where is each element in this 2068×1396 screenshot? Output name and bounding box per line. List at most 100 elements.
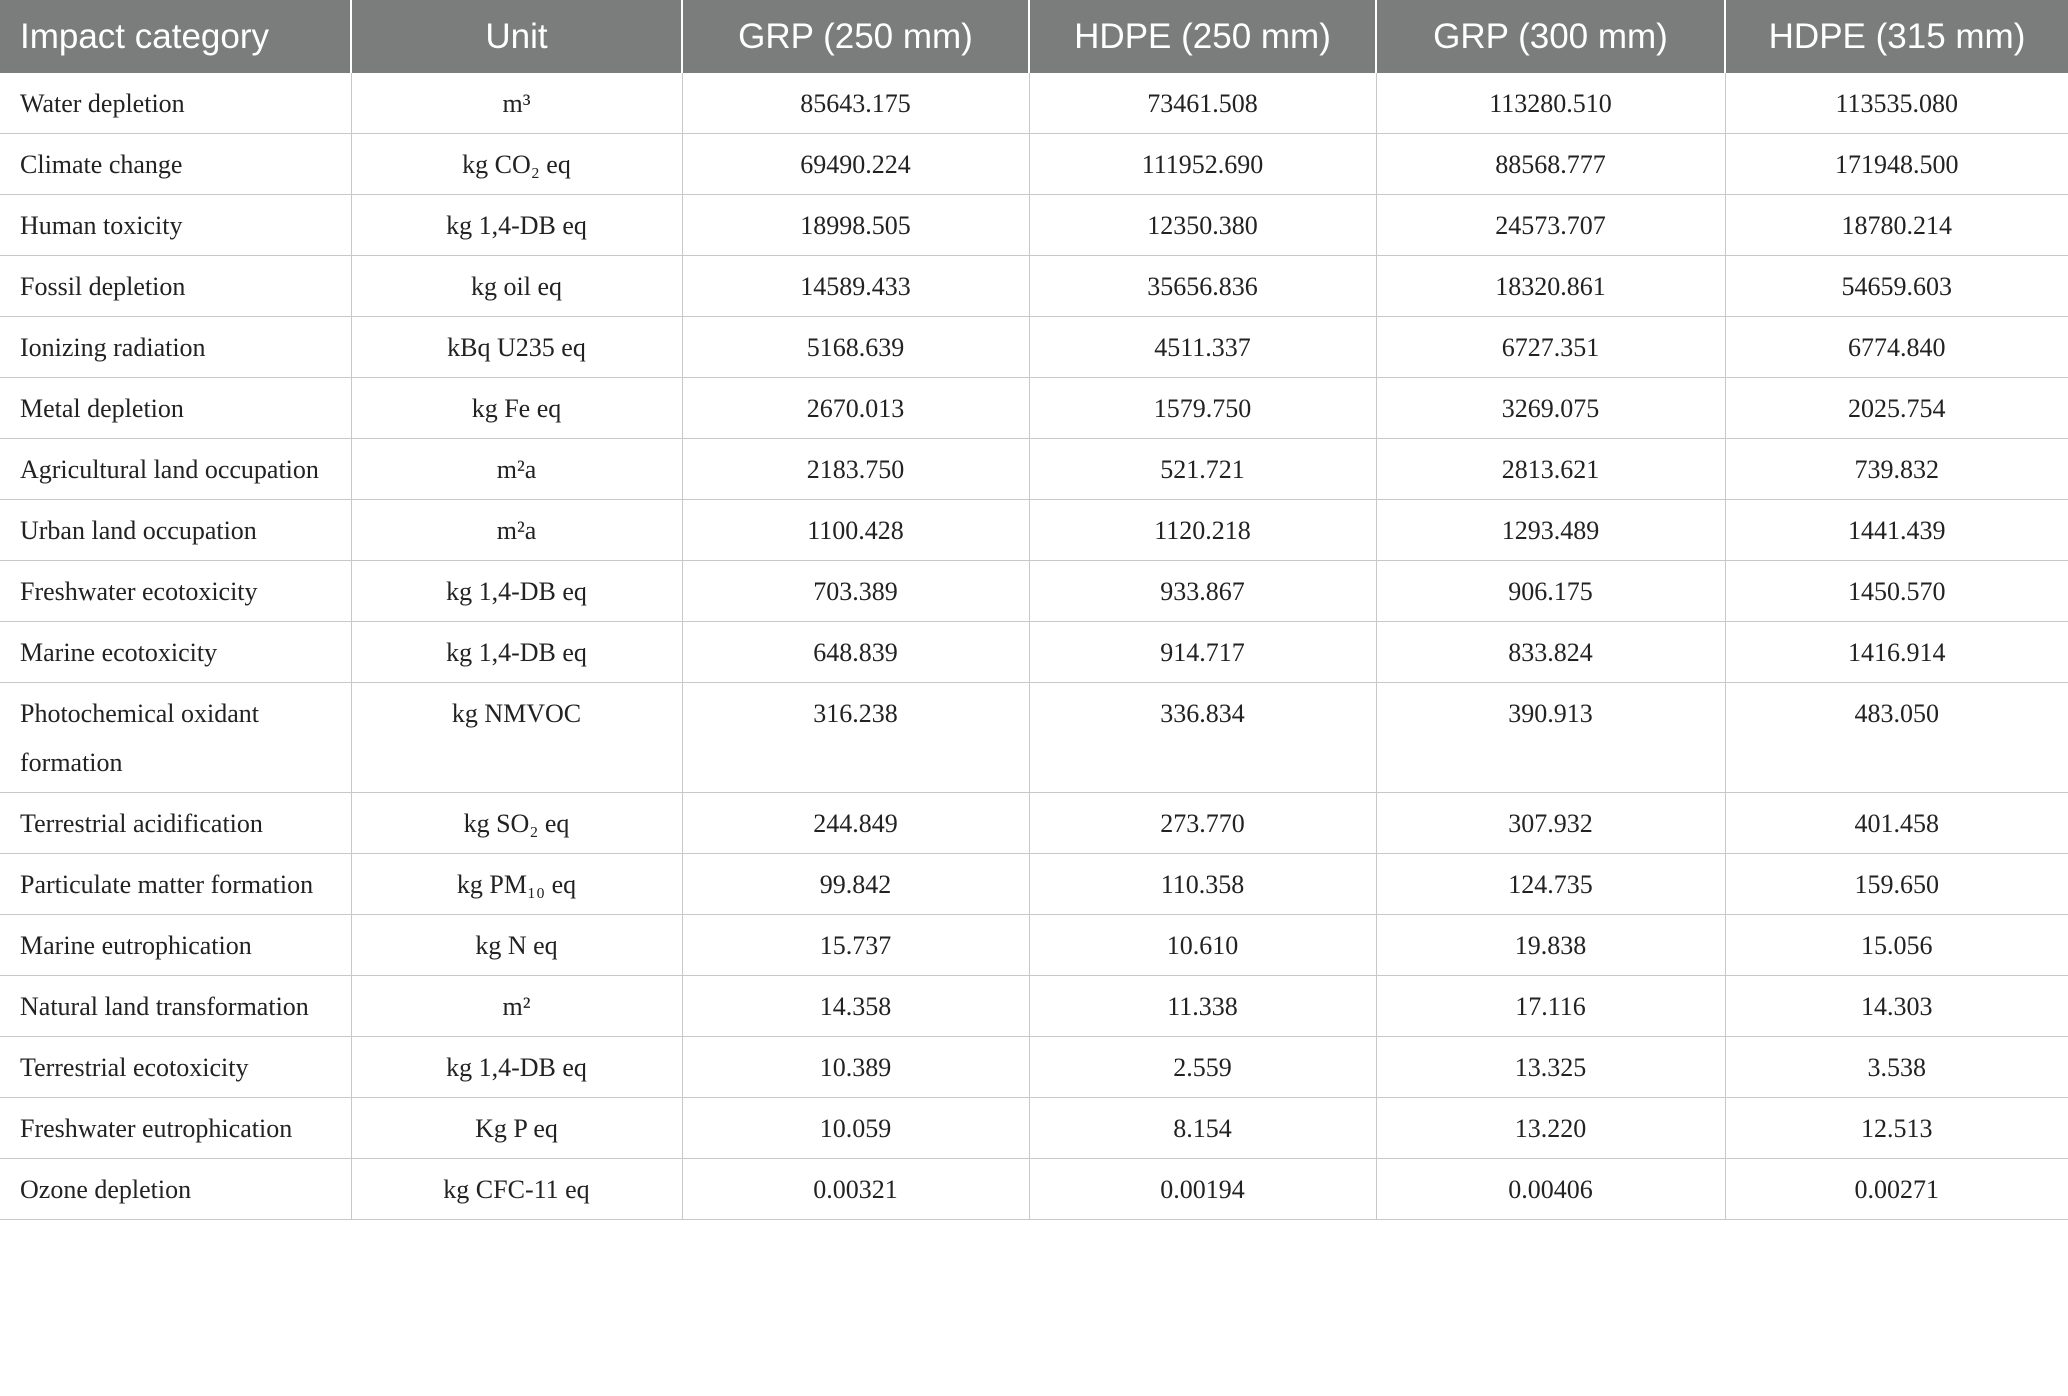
unit-cell: Kg P eq (351, 1097, 683, 1159)
value-cell: 1450.570 (1725, 560, 2068, 622)
value-cell: 85643.175 (682, 73, 1030, 134)
table-row: Particulate matter formation kg PM₁₀ eq 99… (0, 853, 2068, 915)
value-cell: 113535.080 (1725, 73, 2068, 134)
column-header: GRP (300 mm) (1376, 0, 1726, 73)
table-row: Terrestrial acidification kg SO₂ eq 244.84… (0, 792, 2068, 854)
value-cell: 2.559 (1029, 1036, 1377, 1098)
value-cell: 0.00321 (682, 1158, 1030, 1220)
value-cell: 10.610 (1029, 914, 1377, 976)
table-row: Fossil depletion kg oil eq 14589.433 35656.… (0, 255, 2068, 317)
value-cell: 1120.218 (1029, 499, 1377, 561)
category-cell: Agricultural land occupation (0, 438, 352, 500)
unit-cell: m²a (351, 499, 683, 561)
column-header: Impact category (0, 0, 352, 73)
column-header: HDPE (250 mm) (1029, 0, 1377, 73)
value-cell: 401.458 (1725, 792, 2068, 854)
table-row: Metal depletion kg Fe eq 2670.013 1579.750 3… (0, 377, 2068, 439)
value-cell: 933.867 (1029, 560, 1377, 622)
unit-cell: m²a (351, 438, 683, 500)
value-cell: 14.358 (682, 975, 1030, 1037)
value-cell: 316.238 (682, 682, 1030, 793)
value-cell: 54659.603 (1725, 255, 2068, 317)
table-row: Human toxicity kg 1,4-DB eq 18998.505 12350… (0, 194, 2068, 256)
table-row: Photochemical oxidant formation kg NMVOC 3… (0, 682, 2068, 793)
value-cell: 18320.861 (1376, 255, 1726, 317)
table-row: Marine ecotoxicity kg 1,4-DB eq 648.839 914… (0, 621, 2068, 683)
value-cell: 24573.707 (1376, 194, 1726, 256)
impact-table: Impact category Unit GRP (250 mm) HDPE (250… (0, 0, 2068, 1220)
value-cell: 11.338 (1029, 975, 1377, 1037)
unit-cell: m² (351, 975, 683, 1037)
unit-cell: kg N eq (351, 914, 683, 976)
table-row: Natural land transformation m² 14.358 11.33… (0, 975, 2068, 1037)
column-header: GRP (250 mm) (682, 0, 1030, 73)
value-cell: 1293.489 (1376, 499, 1726, 561)
value-cell: 2670.013 (682, 377, 1030, 439)
value-cell: 111952.690 (1029, 133, 1377, 195)
unit-cell: kg SO₂ eq (351, 792, 683, 854)
value-cell: 171948.500 (1725, 133, 2068, 195)
value-cell: 1579.750 (1029, 377, 1377, 439)
value-cell: 3269.075 (1376, 377, 1726, 439)
value-cell: 0.00406 (1376, 1158, 1726, 1220)
value-cell: 6727.351 (1376, 316, 1726, 378)
category-cell: Human toxicity (0, 194, 352, 256)
value-cell: 12.513 (1725, 1097, 2068, 1159)
category-cell: Freshwater eutrophication (0, 1097, 352, 1159)
category-cell: Marine eutrophication (0, 914, 352, 976)
table-row: Urban land occupation m²a 1100.428 1120.218… (0, 499, 2068, 561)
category-cell: Ozone depletion (0, 1158, 352, 1220)
value-cell: 8.154 (1029, 1097, 1377, 1159)
value-cell: 3.538 (1725, 1036, 2068, 1098)
column-header: Unit (351, 0, 683, 73)
table-row: Climate change kg CO₂ eq 69490.224 111952.6… (0, 133, 2068, 195)
unit-cell: kg 1,4-DB eq (351, 621, 683, 683)
value-cell: 15.056 (1725, 914, 2068, 976)
value-cell: 307.932 (1376, 792, 1726, 854)
value-cell: 19.838 (1376, 914, 1726, 976)
table-row: Freshwater eutrophication Kg P eq 10.059 8.… (0, 1097, 2068, 1159)
header-row: Impact category Unit GRP (250 mm) HDPE (250… (0, 0, 2068, 73)
value-cell: 69490.224 (682, 133, 1030, 195)
value-cell: 10.059 (682, 1097, 1030, 1159)
category-cell: Photochemical oxidant formation (0, 682, 352, 793)
table-body: Water depletion m³ 85643.175 73461.508 11328… (0, 73, 2068, 1220)
category-cell: Marine ecotoxicity (0, 621, 352, 683)
value-cell: 906.175 (1376, 560, 1726, 622)
category-cell: Urban land occupation (0, 499, 352, 561)
value-cell: 13.220 (1376, 1097, 1726, 1159)
table-row: Water depletion m³ 85643.175 73461.508 11328… (0, 73, 2068, 134)
value-cell: 4511.337 (1029, 316, 1377, 378)
table-row: Marine eutrophication kg N eq 15.737 10.610… (0, 914, 2068, 976)
category-cell: Particulate matter formation (0, 853, 352, 915)
table-row: Ozone depletion kg CFC-11 eq 0.00321 0.0019… (0, 1158, 2068, 1220)
value-cell: 390.913 (1376, 682, 1726, 793)
value-cell: 15.737 (682, 914, 1030, 976)
category-cell: Natural land transformation (0, 975, 352, 1037)
value-cell: 110.358 (1029, 853, 1377, 915)
value-cell: 0.00271 (1725, 1158, 2068, 1220)
value-cell: 6774.840 (1725, 316, 2068, 378)
category-cell: Terrestrial ecotoxicity (0, 1036, 352, 1098)
unit-cell: kg NMVOC (351, 682, 683, 793)
category-cell: Water depletion (0, 73, 352, 134)
unit-cell: kg PM₁₀ eq (351, 853, 683, 915)
value-cell: 739.832 (1725, 438, 2068, 500)
value-cell: 159.650 (1725, 853, 2068, 915)
column-header: HDPE (315 mm) (1725, 0, 2068, 73)
category-cell: Freshwater ecotoxicity (0, 560, 352, 622)
value-cell: 483.050 (1725, 682, 2068, 793)
value-cell: 703.389 (682, 560, 1030, 622)
unit-cell: kg Fe eq (351, 377, 683, 439)
value-cell: 2183.750 (682, 438, 1030, 500)
category-cell: Terrestrial acidification (0, 792, 352, 854)
value-cell: 1416.914 (1725, 621, 2068, 683)
value-cell: 0.00194 (1029, 1158, 1377, 1220)
value-cell: 648.839 (682, 621, 1030, 683)
value-cell: 833.824 (1376, 621, 1726, 683)
value-cell: 35656.836 (1029, 255, 1377, 317)
category-cell: Fossil depletion (0, 255, 352, 317)
value-cell: 88568.777 (1376, 133, 1726, 195)
value-cell: 12350.380 (1029, 194, 1377, 256)
